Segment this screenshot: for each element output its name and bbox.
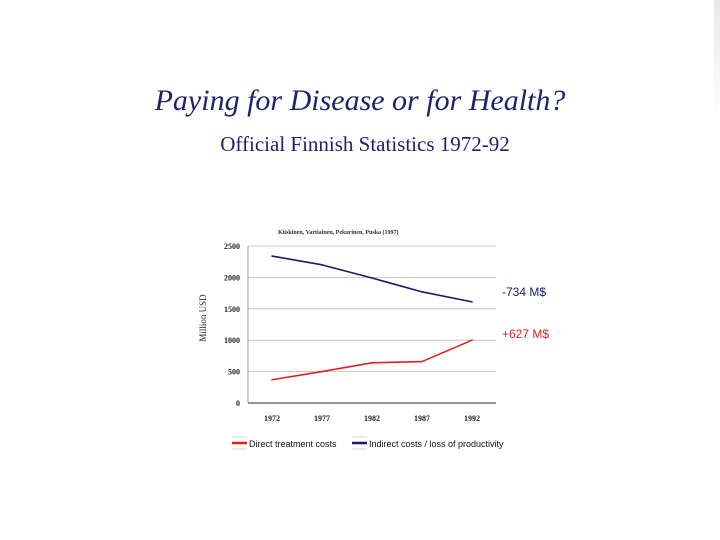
y-tick-label: 500 [228, 368, 240, 377]
data-point [321, 370, 323, 373]
x-tick-label: 1977 [314, 414, 330, 423]
chart-title: Kiiskinen, Vartiainen, Pekurinen, Puska … [278, 229, 399, 236]
y-tick-label: 1500 [224, 305, 240, 314]
slide-title: Paying for Disease or for Health? [154, 84, 566, 117]
slide-subtitle: Official Finnish Statistics 1972-92 [220, 132, 510, 156]
chart-grid [247, 245, 496, 404]
data-point [321, 264, 323, 266]
x-tick-label: 1987 [414, 414, 430, 423]
chart-plot-area [248, 246, 496, 403]
x-tick-labels: 1972 1977 1982 1987 1992 [264, 414, 480, 423]
data-point [471, 301, 473, 303]
x-tick-label: 1982 [364, 414, 380, 423]
data-point [471, 339, 473, 342]
data-point [421, 360, 423, 363]
data-point [271, 378, 273, 381]
data-point [371, 362, 373, 364]
legend-label: Indirect costs / loss of productivity [369, 439, 504, 449]
chart-series [271, 255, 473, 381]
data-point [371, 277, 373, 279]
y-tick-label: 0 [236, 399, 240, 408]
x-tick-label: 1972 [264, 414, 280, 423]
y-tick-label: 2500 [224, 242, 240, 251]
series-annotations: +627 M$ -734 M$ [502, 285, 549, 341]
chart-legend: Direct treatment costs Indirect costs / l… [232, 436, 504, 450]
y-tick-label: 2000 [224, 273, 240, 282]
legend-label: Direct treatment costs [249, 439, 337, 449]
x-tick-label: 1992 [464, 414, 480, 423]
series-annotation-0: +627 M$ [502, 327, 549, 341]
y-axis-label: Million USD [198, 294, 208, 342]
series-annotation-1: -734 M$ [502, 285, 546, 299]
edge-shadow [714, 0, 720, 120]
y-tick-labels: 0 500 1000 1500 2000 2500 [224, 242, 240, 408]
y-tick-label: 1000 [224, 336, 240, 345]
data-point [271, 255, 273, 257]
data-point [421, 291, 423, 293]
